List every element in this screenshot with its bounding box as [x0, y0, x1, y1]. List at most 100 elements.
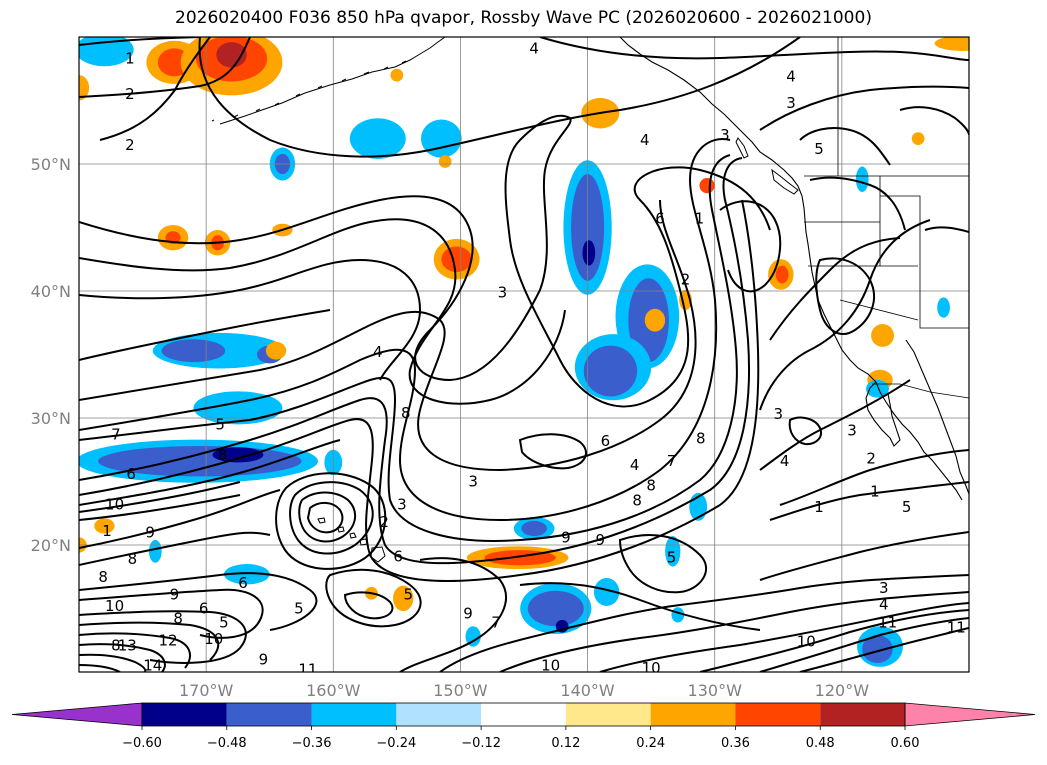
- shaded-region: [593, 578, 620, 606]
- contour-label: 12: [158, 631, 177, 649]
- contour-line: [815, 257, 875, 335]
- colorbar-tick-label: −0.60: [122, 736, 162, 751]
- contour-label: 8: [401, 404, 411, 422]
- contour-line: [439, 574, 969, 672]
- contour-line: [306, 502, 344, 534]
- shaded-region: [855, 166, 869, 192]
- contour-label: 1: [870, 483, 880, 501]
- contour-label: 10: [105, 597, 124, 615]
- contour-label: 1: [814, 498, 824, 516]
- lon-tick-label: 140°W: [560, 681, 615, 700]
- contour-label: 4: [879, 596, 889, 614]
- contour-line: [79, 643, 166, 672]
- contour-line: [799, 127, 891, 166]
- contour-line: [788, 416, 822, 446]
- border-us-canada: [804, 37, 969, 177]
- shaded-region: [216, 42, 247, 68]
- shaded-region: [582, 240, 596, 266]
- contour-label: 3: [774, 405, 784, 423]
- contour-label: 8: [128, 550, 138, 568]
- contour-label: 7: [111, 426, 121, 444]
- contour-label: 9: [259, 650, 269, 668]
- contour-label: 8: [632, 492, 642, 510]
- contour-line: [399, 557, 507, 672]
- contour-label: 11: [298, 660, 317, 678]
- coastline-haida-gwaii: [735, 137, 749, 159]
- lat-tick-label: 20°N: [31, 536, 71, 555]
- contour-label: 2: [681, 271, 691, 289]
- border-us-mexico: [872, 383, 969, 399]
- colorbar-bin: [481, 703, 566, 726]
- contour-label: 5: [219, 613, 229, 631]
- coastline-north-america: [619, 37, 963, 501]
- contour-lines: [79, 37, 969, 672]
- contour-line: [79, 154, 738, 542]
- lon-tick-label: 120°W: [815, 681, 870, 700]
- colorbar-tick-label: −0.36: [292, 736, 332, 751]
- lon-tick-label: 130°W: [688, 681, 743, 700]
- contour-line: [618, 534, 707, 594]
- contour-label: 4: [640, 131, 650, 149]
- colorbar-extend-low: [11, 702, 143, 727]
- contour-line: [779, 449, 969, 506]
- contour-label: 3: [720, 126, 730, 144]
- contour-label: 2: [125, 85, 135, 103]
- contour-label: 9: [561, 528, 571, 546]
- coastline-hawaii: [317, 517, 386, 563]
- shaded-region: [223, 564, 270, 585]
- contour-label: 3: [847, 422, 857, 440]
- contour-label: 6: [238, 574, 248, 592]
- latitude-tick-labels: 50°N 40°N 30°N 20°N: [31, 155, 71, 555]
- colorbar-bin: [226, 703, 312, 726]
- contour-line: [79, 572, 318, 631]
- shaded-region: [438, 155, 452, 168]
- contour-label: 8: [111, 636, 121, 654]
- contour-line: [759, 219, 931, 411]
- contour-line: [289, 481, 374, 555]
- longitude-tick-labels: 170°W 160°W 150°W 140°W 130°W 120°W: [179, 681, 869, 700]
- contour-line: [79, 610, 247, 664]
- contour-line: [719, 200, 782, 293]
- contour-line: [79, 258, 422, 381]
- contour-line: [79, 199, 697, 472]
- contour-label: 8: [218, 446, 228, 464]
- contour-label: 4: [630, 456, 640, 474]
- colorbar-tick-label: 0.24: [636, 736, 665, 751]
- contour-line: [79, 157, 751, 565]
- contour-label: 4: [529, 39, 539, 57]
- shaded-region: [441, 246, 472, 272]
- shaded-region: [644, 308, 666, 332]
- contour-line: [79, 653, 147, 672]
- contour-line: [79, 494, 241, 521]
- contour-label: 6: [393, 547, 403, 565]
- contour-label: 9: [463, 605, 473, 623]
- lon-tick-label: 170°W: [179, 681, 234, 700]
- shaded-region: [79, 75, 90, 101]
- contour-label: 10: [105, 495, 124, 513]
- colorbar-bin: [142, 703, 227, 726]
- contour-line: [799, 627, 969, 672]
- shaded-region: [421, 119, 462, 158]
- contour-label: 8: [98, 568, 108, 586]
- contour-label: 8: [646, 476, 656, 494]
- shaded-region: [699, 177, 715, 194]
- coastline-vancouver-island: [771, 168, 799, 195]
- gridlines: [79, 37, 969, 672]
- contour-line: [79, 621, 220, 661]
- colorbar-tick-label: 0.36: [721, 736, 750, 751]
- contour-label: 2: [866, 450, 876, 468]
- colorbar-bin: [820, 703, 905, 726]
- contour-line: [343, 591, 394, 620]
- contour-label: 8: [173, 610, 183, 628]
- shaded-region: [390, 68, 404, 82]
- contour-label: 10: [541, 657, 560, 675]
- coastline-mainland-mexico: [905, 339, 969, 495]
- contour-line: [79, 37, 251, 98]
- colorbar-bin: [650, 703, 736, 726]
- shaded-region: [212, 447, 264, 463]
- contour-label: 1: [125, 50, 135, 68]
- colorbar-tick-label: 0.48: [806, 736, 835, 751]
- shaded-region: [775, 265, 789, 284]
- contour-line: [79, 531, 271, 566]
- shaded-region: [871, 324, 894, 347]
